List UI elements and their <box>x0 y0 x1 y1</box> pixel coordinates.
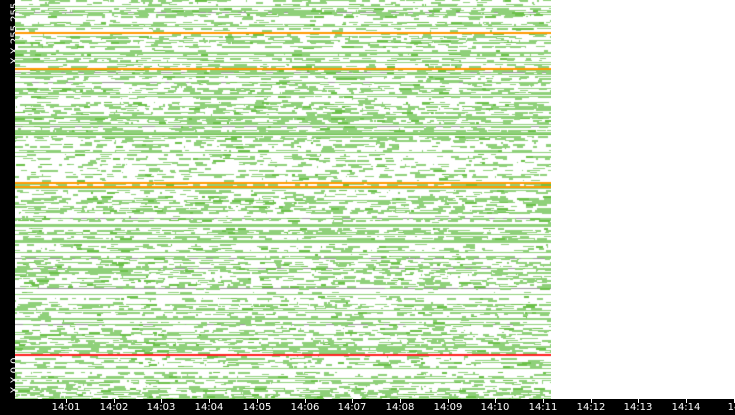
x-tick <box>209 399 210 403</box>
x-tick-label: 14:08 <box>385 402 415 413</box>
x-tick <box>591 399 592 403</box>
x-tick-label: 14:02 <box>99 402 129 413</box>
x-tick-label: 14:05 <box>242 402 272 413</box>
x-tick <box>448 399 449 403</box>
x-tick <box>114 399 115 403</box>
y-axis: X.X.255.255 X.X.0.0 <box>0 0 21 399</box>
x-tick <box>66 399 67 403</box>
x-tick <box>161 399 162 403</box>
x-tick <box>686 399 687 403</box>
x-tick-label: 14:12 <box>576 402 606 413</box>
x-tick-label: 14:13 <box>623 402 653 413</box>
x-tick <box>543 399 544 403</box>
x-tick-label: 14 <box>727 402 735 413</box>
x-tick <box>495 399 496 403</box>
traffic-heatmap <box>15 0 551 399</box>
x-tick-label: 14:01 <box>51 402 81 413</box>
x-axis: 14:01 14:02 14:03 14:04 14:05 14:06 14:07 14:08… <box>0 399 735 415</box>
x-tick <box>400 399 401 403</box>
x-tick <box>305 399 306 403</box>
x-tick-label: 14:04 <box>194 402 224 413</box>
x-tick-label: 14:03 <box>146 402 176 413</box>
x-tick-label: 14:09 <box>433 402 463 413</box>
x-tick-label: 14:10 <box>480 402 510 413</box>
x-tick-label: 14:06 <box>290 402 320 413</box>
x-tick <box>257 399 258 403</box>
x-tick-label: 14:11 <box>528 402 558 413</box>
x-tick-label: 14:14 <box>671 402 701 413</box>
x-tick <box>352 399 353 403</box>
x-tick <box>638 399 639 403</box>
x-tick-label: 14:07 <box>337 402 367 413</box>
